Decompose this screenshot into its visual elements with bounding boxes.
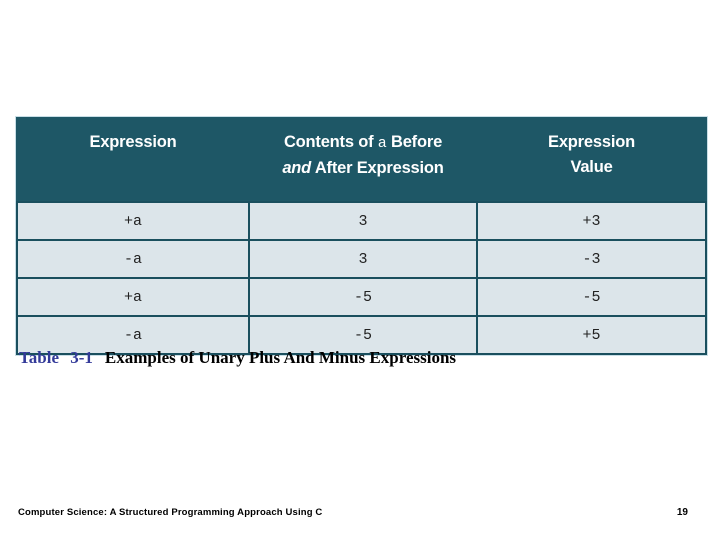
header-contents-line2: and After Expression [282, 159, 444, 177]
header-after-expression: After Expression [311, 159, 444, 177]
header-contents-suffix: Before [386, 133, 443, 151]
table-caption-text: Examples of Unary Plus And Minus Express… [104, 348, 457, 367]
cell-value: -5 [476, 277, 707, 317]
header-value-line2: Value [570, 158, 613, 176]
table-header-row: Expression Contents of a Before and Afte… [16, 117, 707, 203]
cell-expression: -a [16, 315, 250, 355]
footer-page-number: 19 [676, 507, 688, 518]
table-row: -a 3 -3 [16, 239, 707, 279]
table-caption-number: Table 3-1 [19, 348, 93, 367]
cell-value: +3 [476, 201, 707, 241]
cell-contents: -5 [248, 277, 478, 317]
cell-expression: +a [16, 201, 250, 241]
table-row: -a -5 +5 [16, 315, 707, 355]
header-cell-contents: Contents of a Before and After Expressio… [248, 117, 478, 203]
cell-expression: -a [16, 239, 250, 279]
header-cell-value: Expression Value [476, 117, 707, 203]
header-contents-prefix: Contents of [283, 133, 378, 151]
unary-expressions-table: Expression Contents of a Before and Afte… [16, 117, 707, 355]
cell-contents: 3 [248, 239, 478, 279]
header-contents-line1: Contents of a Before [283, 133, 443, 152]
table-row: +a 3 +3 [16, 201, 707, 241]
header-and-word: and [282, 159, 312, 177]
table-row: +a -5 -5 [16, 277, 707, 317]
cell-expression: +a [16, 277, 250, 317]
table-body: +a 3 +3 -a 3 -3 +a -5 -5 -a -5 +5 [16, 201, 707, 355]
cell-contents: -5 [248, 315, 478, 355]
table-caption: Table 3-1 Examples of Unary Plus And Minu… [19, 348, 456, 368]
header-cell-expression: Expression [16, 117, 250, 203]
header-variable-a: a [377, 135, 387, 152]
header-expression-label: Expression [89, 133, 177, 151]
cell-value: -3 [476, 239, 707, 279]
table-header: Expression Contents of a Before and Afte… [16, 117, 707, 203]
cell-value: +5 [476, 315, 707, 355]
header-value-line1: Expression [548, 133, 635, 151]
cell-contents: 3 [248, 201, 478, 241]
footer-book-title: Computer Science: A Structured Programmi… [18, 507, 323, 518]
